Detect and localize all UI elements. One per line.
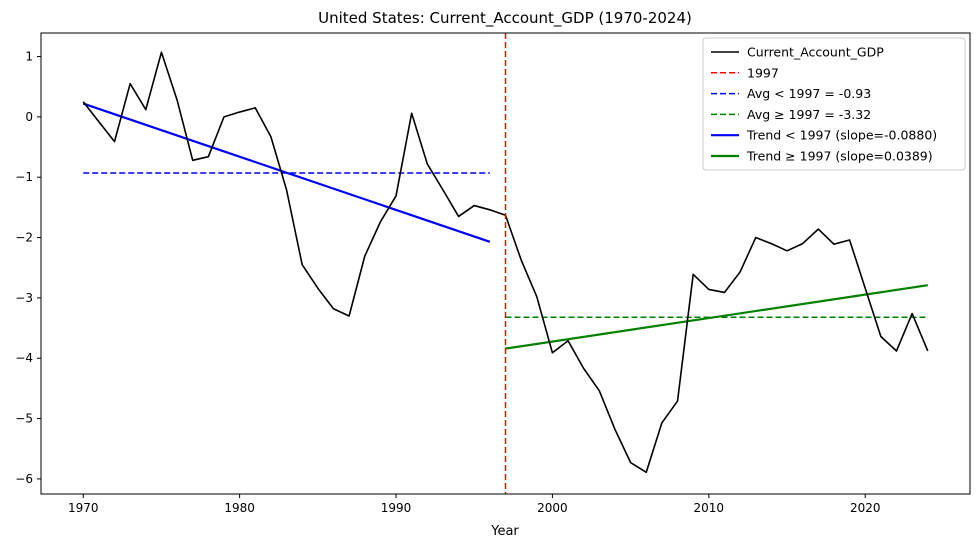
legend-label: Avg < 1997 = -0.93 bbox=[747, 86, 871, 101]
y-tick-label: 0 bbox=[25, 110, 33, 124]
y-tick-label: −5 bbox=[15, 412, 33, 426]
x-tick-label: 1990 bbox=[381, 501, 412, 515]
y-tick-label: −2 bbox=[15, 231, 33, 245]
y-tick-label: −3 bbox=[15, 291, 33, 305]
y-tick-label: 1 bbox=[25, 50, 33, 64]
x-tick-label: 1980 bbox=[224, 501, 255, 515]
legend-label: Current_Account_GDP bbox=[747, 45, 884, 60]
legend-box bbox=[702, 37, 966, 171]
x-tick-label: 2000 bbox=[537, 501, 568, 515]
legend-label: 1997 bbox=[747, 65, 779, 80]
chart-title: United States: Current_Account_GDP (1970… bbox=[318, 9, 692, 28]
x-tick-label: 2010 bbox=[694, 501, 725, 515]
trend-line bbox=[505, 284, 928, 350]
y-tick-label: −4 bbox=[15, 351, 33, 365]
x-tick-label: 2020 bbox=[850, 501, 881, 515]
y-tick-label: −6 bbox=[15, 472, 33, 486]
y-tick-label: −1 bbox=[15, 170, 33, 184]
legend: Current_Account_GDP 1997 Avg < 1997 = -0.9… bbox=[702, 37, 966, 171]
x-tick-label: 1970 bbox=[68, 501, 99, 515]
legend-label: Trend < 1997 (slope=-0.0880) bbox=[746, 128, 937, 143]
legend-label: Avg ≥ 1997 = -3.32 bbox=[747, 107, 871, 122]
plot-area bbox=[82, 33, 929, 494]
x-axis-label: Year bbox=[490, 524, 519, 539]
axes-frame bbox=[40, 32, 971, 495]
legend-label: Trend ≥ 1997 (slope=0.0389) bbox=[746, 149, 933, 164]
trend-line bbox=[82, 102, 491, 243]
